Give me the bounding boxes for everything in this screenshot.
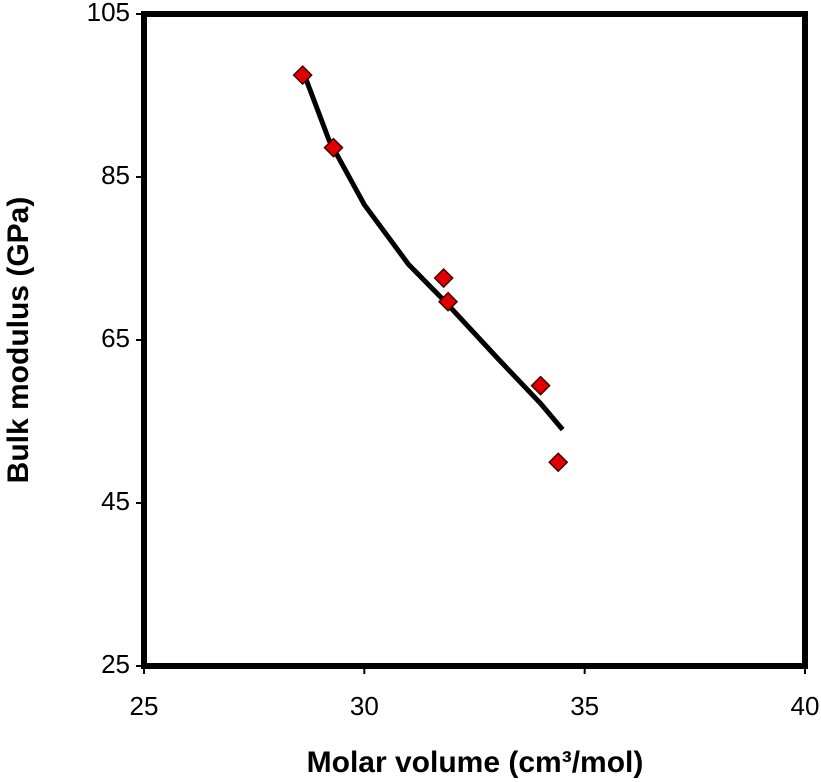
data-point xyxy=(292,65,313,86)
y-tick-label: 45 xyxy=(101,486,130,516)
y-tick-label: 85 xyxy=(101,160,130,190)
fit-curve xyxy=(300,69,565,432)
plot-frame xyxy=(141,11,808,669)
y-tick-label: 105 xyxy=(87,0,130,27)
data-point xyxy=(548,452,569,473)
x-tick-label: 35 xyxy=(570,691,599,721)
x-axis-title: Molar volume (cm³/mol) xyxy=(307,746,644,779)
data-point xyxy=(437,291,459,312)
data-point xyxy=(530,375,551,396)
data-point xyxy=(323,137,344,158)
y-tick-label: 65 xyxy=(101,323,130,353)
x-tick-label: 30 xyxy=(350,691,379,721)
x-tick-label: 25 xyxy=(130,691,159,721)
y-axis-title: Bulk modulus (GPa) xyxy=(2,197,35,484)
x-tick-label: 40 xyxy=(791,691,820,721)
y-tick-label: 25 xyxy=(101,649,130,679)
data-point xyxy=(433,267,454,289)
